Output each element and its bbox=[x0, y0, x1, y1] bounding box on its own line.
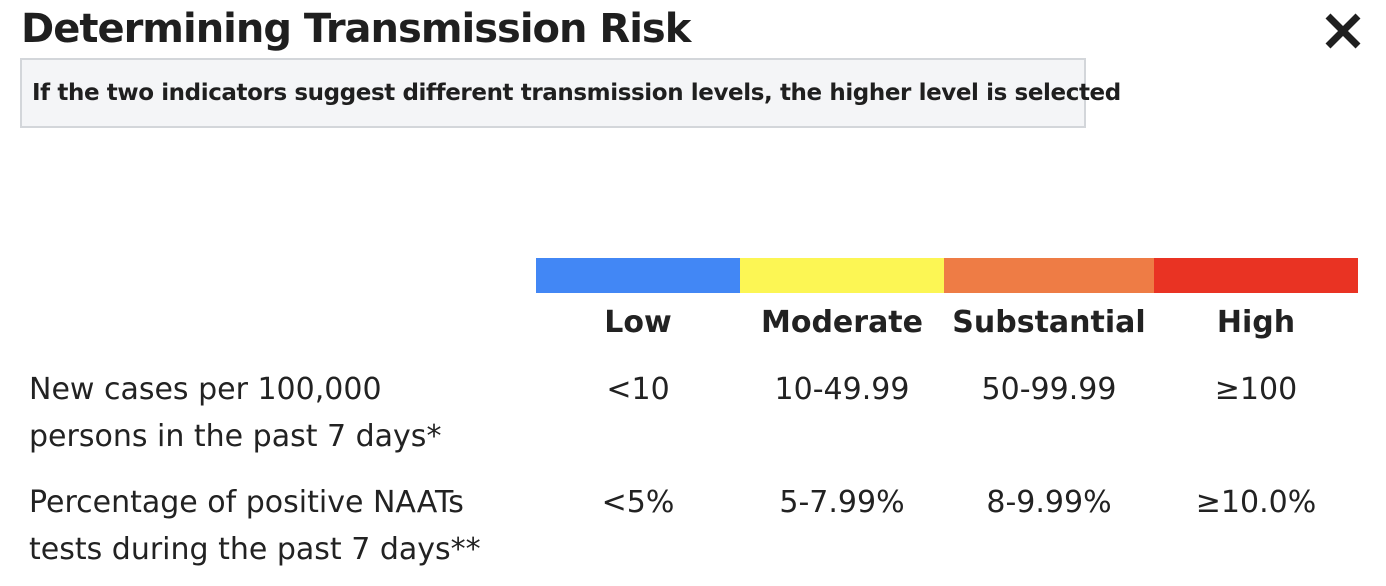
row-label-line: New cases per 100,000 bbox=[29, 372, 382, 407]
row-label-new-cases: New cases per 100,000 persons in the pas… bbox=[29, 366, 441, 460]
cell-new-cases-high: ≥100 bbox=[1214, 372, 1298, 407]
cell-new-cases-moderate: 10-49.99 bbox=[774, 372, 910, 407]
row-label-line: tests during the past 7 days** bbox=[29, 532, 481, 567]
cell-positive-naats-high: ≥10.0% bbox=[1195, 485, 1317, 520]
level-header-low: Low bbox=[604, 305, 672, 340]
level-header-high: High bbox=[1216, 305, 1296, 340]
dialog-title: Determining Transmission Risk bbox=[21, 6, 691, 52]
cell-positive-naats-low: <5% bbox=[601, 485, 675, 520]
scale-high bbox=[1154, 258, 1358, 293]
info-note: If the two indicators suggest different … bbox=[20, 58, 1121, 128]
row-label-line: Percentage of positive NAATs bbox=[29, 485, 464, 520]
level-header-substantial: Substantial bbox=[952, 305, 1146, 340]
level-header-moderate: Moderate bbox=[760, 305, 923, 340]
row-label-positive-naats: Percentage of positive NAATs tests durin… bbox=[29, 479, 481, 573]
cell-new-cases-low: <10 bbox=[606, 372, 670, 407]
cell-positive-naats-moderate: 5-7.99% bbox=[779, 485, 905, 520]
cell-new-cases-substantial: 50-99.99 bbox=[981, 372, 1117, 407]
cell-positive-naats-substantial: 8-9.99% bbox=[986, 485, 1112, 520]
scale-low bbox=[536, 258, 740, 293]
scale-substantial bbox=[944, 258, 1154, 293]
row-label-line: persons in the past 7 days* bbox=[29, 419, 442, 454]
info-note-text: If the two indicators suggest different … bbox=[32, 80, 1121, 106]
close-icon bbox=[1325, 13, 1361, 49]
close-button[interactable] bbox=[1318, 6, 1368, 56]
scale-moderate bbox=[740, 258, 944, 293]
